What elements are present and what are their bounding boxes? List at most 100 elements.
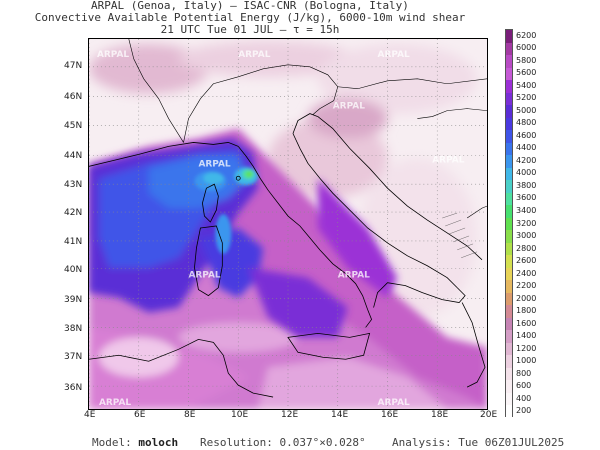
footer-model: Model: moloch (92, 436, 178, 449)
colorbar-segment (506, 55, 512, 69)
cape-peak (194, 167, 259, 254)
watermarks: ARPAL ARPAL ARPAL ARPAL ARPAL ARPAL ARPA… (97, 50, 465, 408)
colorbar-label: 2800 (516, 243, 537, 253)
colorbar-label: 5800 (516, 55, 537, 65)
colorbar-segment (506, 317, 512, 331)
colorbar-label: 4200 (516, 155, 537, 165)
lat-label: 45N (64, 121, 83, 131)
lon-label: 18E (431, 410, 449, 420)
colorbar-label: 3000 (516, 231, 537, 241)
cape-map: ARPAL ARPAL ARPAL ARPAL ARPAL ARPAL ARPA… (88, 38, 488, 410)
colorbar-segment (506, 292, 512, 306)
lat-label: 39N (64, 295, 83, 305)
colorbar-label: 3200 (516, 218, 537, 228)
colorbar-segment (506, 230, 512, 244)
lon-label: 8E (184, 410, 196, 420)
colorbar-segment (506, 105, 512, 119)
colorbar-label: 2000 (516, 293, 537, 303)
colorbar-label: 2200 (516, 281, 537, 291)
lon-label: 12E (281, 410, 299, 420)
watermark: ARPAL (378, 398, 410, 408)
colorbar-segment (506, 330, 512, 344)
header-title: Convective Available Potential Energy (J… (34, 11, 466, 24)
colorbar-label: 1200 (516, 343, 537, 353)
footer-analysis: Analysis: Tue 06Z01JUL2025 (392, 436, 564, 449)
header-agencies: ARPAL (Genoa, Italy) – ISAC-CNR (Bologna… (91, 0, 409, 12)
cape-colorbar-labels: 6200 6000 5800 5600 5400 5200 5000 4800 4600 4400… (516, 29, 556, 417)
watermark: ARPAL (189, 271, 221, 281)
colorbar-segment (506, 342, 512, 356)
colorbar-segment (506, 217, 512, 231)
coastlines (89, 113, 486, 398)
colorbar-segment (506, 192, 512, 206)
colorbar-segment (506, 167, 512, 181)
colorbar-label: 6000 (516, 43, 537, 53)
watermark: ARPAL (378, 50, 410, 60)
lat-label: 43N (64, 180, 83, 190)
lat-label: 40N (64, 265, 83, 275)
cape-map-canvas: ARPAL ARPAL ARPAL ARPAL ARPAL ARPAL ARPA… (89, 39, 487, 409)
colorbar-label: 200 (516, 406, 532, 416)
colorbar-segment (506, 367, 512, 381)
footer-resolution: Resolution: 0.037°×0.028° (200, 436, 366, 449)
colorbar-segment (506, 117, 512, 131)
colorbar-segment (506, 142, 512, 156)
lon-label: 14E (331, 410, 349, 420)
colorbar-segment (506, 380, 512, 394)
colorbar-segment (506, 242, 512, 256)
graticule (89, 39, 487, 409)
colorbar-label: 800 (516, 368, 532, 378)
lat-label: 44N (64, 151, 83, 161)
wind-shear-hatching (442, 212, 478, 259)
lat-label: 41N (64, 237, 83, 247)
colorbar-label: 4000 (516, 168, 537, 178)
colorbar-label: 1400 (516, 331, 537, 341)
colorbar-label: 5600 (516, 68, 537, 78)
colorbar-label: 5400 (516, 80, 537, 90)
colorbar-label: 1000 (516, 356, 537, 366)
colorbar-segment (506, 42, 512, 56)
colorbar-label: 5200 (516, 93, 537, 103)
watermark: ARPAL (333, 102, 365, 112)
lat-label: 37N (64, 352, 83, 362)
colorbar-segment (506, 267, 512, 281)
analysis-label: Analysis: (392, 436, 452, 449)
lon-label: 20E (480, 410, 498, 420)
colorbar-segment (506, 405, 512, 419)
colorbar-segment (506, 155, 512, 169)
cape-colorbar (505, 29, 513, 419)
watermark: ARPAL (338, 271, 370, 281)
colorbar-segment (506, 92, 512, 106)
colorbar-label: 400 (516, 393, 532, 403)
colorbar-segment (506, 67, 512, 81)
lat-label: 42N (64, 208, 83, 218)
watermark: ARPAL (99, 398, 131, 408)
colorbar-label: 4800 (516, 118, 537, 128)
header-valid-time: 21 UTC Tue 01 JUL – τ = 15h (160, 23, 340, 36)
analysis-value: Tue 06Z01JUL2025 (458, 436, 565, 449)
colorbar-segment (506, 355, 512, 369)
colorbar-segment (506, 280, 512, 294)
lon-label: 4E (84, 410, 96, 420)
colorbar-label: 2600 (516, 256, 537, 266)
colorbar-label: 3800 (516, 180, 537, 190)
colorbar-segment (506, 130, 512, 144)
colorbar-segment (506, 30, 512, 44)
lon-label: 6E (134, 410, 146, 420)
model-value: moloch (138, 436, 179, 449)
watermark: ARPAL (198, 159, 230, 169)
watermark: ARPAL (97, 50, 129, 60)
colorbar-segment (506, 255, 512, 269)
colorbar-label: 4400 (516, 143, 537, 153)
resolution-value: 0.037°×0.028° (279, 436, 366, 449)
colorbar-label: 5000 (516, 105, 537, 115)
watermark: ARPAL (432, 155, 464, 165)
lon-label: 16E (381, 410, 399, 420)
resolution-label: Resolution: (200, 436, 273, 449)
colorbar-segment (506, 305, 512, 319)
colorbar-segment (506, 80, 512, 94)
colorbar-label: 1800 (516, 306, 537, 316)
colorbar-label: 4600 (516, 130, 537, 140)
colorbar-label: 3400 (516, 205, 537, 215)
colorbar-segment (506, 180, 512, 194)
